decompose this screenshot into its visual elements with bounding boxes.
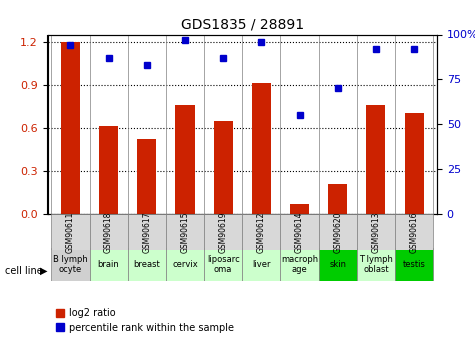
FancyBboxPatch shape [166,214,204,250]
Text: GSM90613: GSM90613 [371,216,380,265]
Bar [366,105,385,214]
Text: testis: testis [403,260,426,269]
Bar [290,204,309,214]
FancyBboxPatch shape [89,214,128,250]
Text: brain: brain [98,260,120,269]
Text: GSM90619: GSM90619 [218,211,228,253]
Text: GSM90620: GSM90620 [333,216,342,265]
Bar [137,139,156,214]
Text: GSM90611: GSM90611 [66,211,75,253]
FancyBboxPatch shape [204,248,242,281]
FancyBboxPatch shape [51,248,89,281]
FancyBboxPatch shape [319,248,357,281]
FancyBboxPatch shape [242,214,280,250]
Legend: log2 ratio, percentile rank within the sample: log2 ratio, percentile rank within the s… [52,304,238,337]
Text: macroph
age: macroph age [281,255,318,275]
Text: GSM90616: GSM90616 [409,216,418,265]
FancyBboxPatch shape [204,214,242,250]
Text: GSM90618: GSM90618 [104,216,113,265]
Text: GSM90615: GSM90615 [180,216,190,265]
Text: GSM90612: GSM90612 [257,216,266,265]
Bar [328,184,347,214]
FancyBboxPatch shape [89,248,128,281]
Text: ▶: ▶ [40,266,48,276]
Text: GSM90615: GSM90615 [180,211,190,253]
FancyBboxPatch shape [166,248,204,281]
FancyBboxPatch shape [357,214,395,250]
Title: GDS1835 / 28891: GDS1835 / 28891 [180,18,304,32]
FancyBboxPatch shape [319,214,357,250]
Text: GSM90614: GSM90614 [295,216,304,265]
Text: breast: breast [133,260,160,269]
FancyBboxPatch shape [51,214,89,250]
Bar [252,83,271,214]
Text: liver: liver [252,260,271,269]
FancyBboxPatch shape [395,248,433,281]
Text: GSM90613: GSM90613 [371,211,380,253]
FancyBboxPatch shape [280,248,319,281]
Text: GSM90620: GSM90620 [333,211,342,253]
Text: GSM90616: GSM90616 [409,211,418,253]
FancyBboxPatch shape [357,248,395,281]
Bar [175,105,195,214]
Text: skin: skin [329,260,346,269]
FancyBboxPatch shape [242,248,280,281]
Text: GSM90614: GSM90614 [295,211,304,253]
Text: GSM90618: GSM90618 [104,211,113,253]
Bar [99,126,118,214]
FancyBboxPatch shape [128,248,166,281]
Text: T lymph
oblast: T lymph oblast [359,255,393,275]
Text: GSM90619: GSM90619 [218,216,228,265]
Text: B lymph
ocyte: B lymph ocyte [53,255,88,275]
FancyBboxPatch shape [128,214,166,250]
Text: GSM90617: GSM90617 [142,211,151,253]
FancyBboxPatch shape [395,214,433,250]
Bar [61,42,80,214]
Text: cervix: cervix [172,260,198,269]
Text: cell line: cell line [5,266,42,276]
Bar [214,121,233,214]
Text: GSM90611: GSM90611 [66,216,75,265]
Text: GSM90612: GSM90612 [257,211,266,253]
Bar [405,114,424,214]
FancyBboxPatch shape [280,214,319,250]
Text: liposarc
oma: liposarc oma [207,255,239,275]
Text: GSM90617: GSM90617 [142,216,151,265]
